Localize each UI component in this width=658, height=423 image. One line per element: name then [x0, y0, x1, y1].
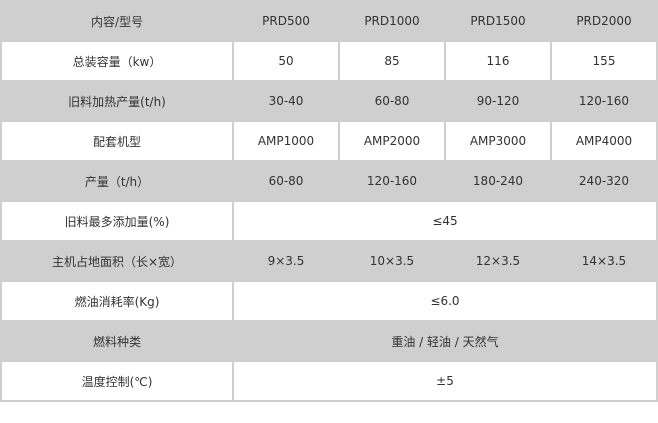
cell: 120-160: [550, 80, 658, 122]
row-label: 总装容量（kw）: [0, 40, 234, 82]
merged-cell: 重油 / 轻油 / 天然气: [232, 320, 658, 362]
row-label: 产量（t/h）: [0, 160, 234, 202]
cell: 14×3.5: [550, 240, 658, 282]
cell: 60-80: [232, 160, 340, 202]
cell: AMP2000: [338, 120, 446, 162]
cell: 60-80: [338, 80, 446, 122]
merged-cell: ±5: [232, 360, 658, 402]
header-model: PRD500: [232, 0, 340, 42]
header-model: PRD1500: [444, 0, 552, 42]
table-row: 旧料加热产量(t/h) 30-40 60-80 90-120 120-160: [0, 80, 658, 122]
table-row: 配套机型 AMP1000 AMP2000 AMP3000 AMP4000: [0, 120, 658, 162]
cell: 50: [232, 40, 340, 82]
table-row: 主机占地面积（长×宽） 9×3.5 10×3.5 12×3.5 14×3.5: [0, 240, 658, 282]
row-label: 旧料最多添加量(%): [0, 200, 234, 242]
table-row: 燃油消耗率(Kg) ≤6.0: [0, 280, 658, 322]
cell: AMP1000: [232, 120, 340, 162]
table-row: 旧料最多添加量(%) ≤45: [0, 200, 658, 242]
cell: 180-240: [444, 160, 552, 202]
cell: AMP4000: [550, 120, 658, 162]
row-label: 燃料种类: [0, 320, 234, 362]
header-label: 内容/型号: [0, 0, 234, 42]
cell: 116: [444, 40, 552, 82]
row-label: 主机占地面积（长×宽）: [0, 240, 234, 282]
cell: 10×3.5: [338, 240, 446, 282]
row-label: 配套机型: [0, 120, 234, 162]
table-row: 总装容量（kw） 50 85 116 155: [0, 40, 658, 82]
table-row: 产量（t/h） 60-80 120-160 180-240 240-320: [0, 160, 658, 202]
header-model: PRD2000: [550, 0, 658, 42]
cell: 9×3.5: [232, 240, 340, 282]
spec-table: 内容/型号 PRD500 PRD1000 PRD1500 PRD2000 总装容…: [0, 0, 658, 402]
merged-cell: ≤45: [232, 200, 658, 242]
cell: 240-320: [550, 160, 658, 202]
cell: 30-40: [232, 80, 340, 122]
header-row: 内容/型号 PRD500 PRD1000 PRD1500 PRD2000: [0, 0, 658, 42]
header-model: PRD1000: [338, 0, 446, 42]
cell: 12×3.5: [444, 240, 552, 282]
cell: 85: [338, 40, 446, 82]
row-label: 温度控制(℃): [0, 360, 234, 402]
cell: 155: [550, 40, 658, 82]
row-label: 燃油消耗率(Kg): [0, 280, 234, 322]
cell: 90-120: [444, 80, 552, 122]
merged-cell: ≤6.0: [232, 280, 658, 322]
row-label: 旧料加热产量(t/h): [0, 80, 234, 122]
cell: AMP3000: [444, 120, 552, 162]
table-row: 温度控制(℃) ±5: [0, 360, 658, 402]
table-row: 燃料种类 重油 / 轻油 / 天然气: [0, 320, 658, 362]
cell: 120-160: [338, 160, 446, 202]
